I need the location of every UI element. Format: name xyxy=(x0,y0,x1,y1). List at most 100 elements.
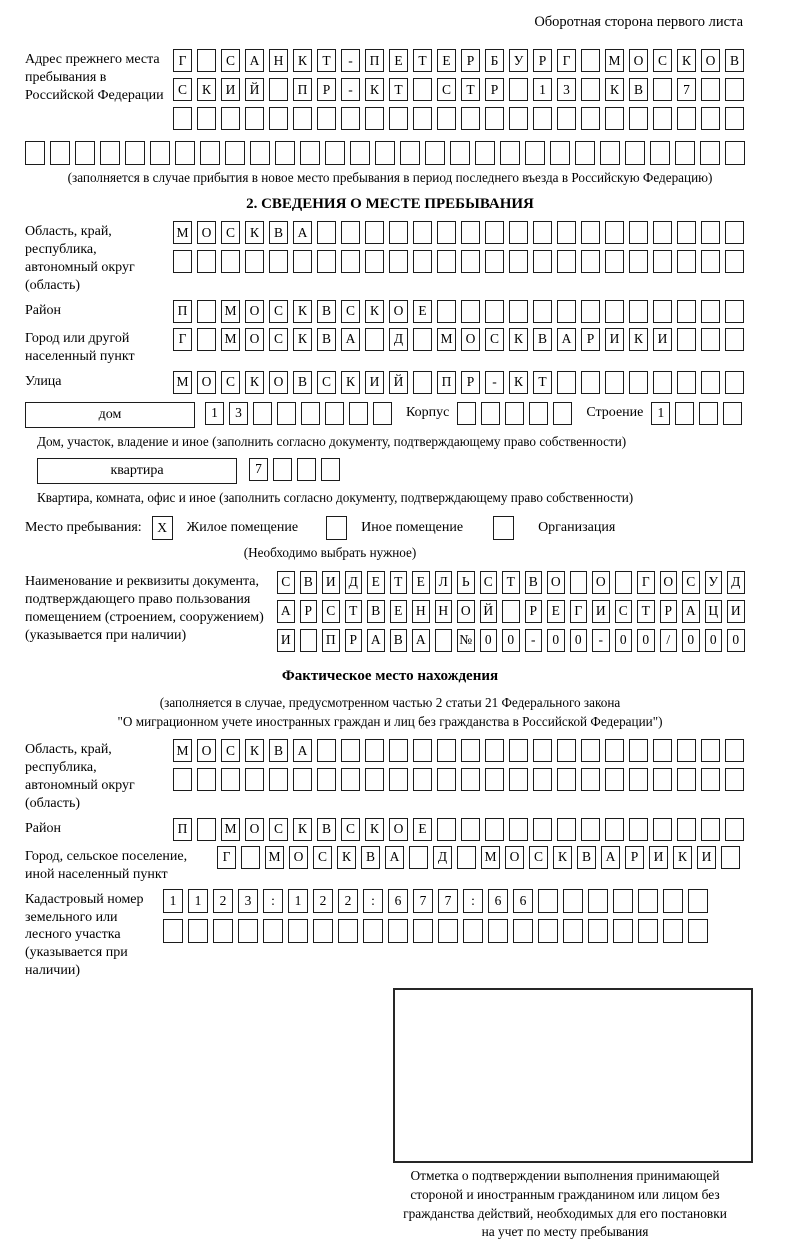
char-cell: Д xyxy=(433,845,452,869)
char-cell xyxy=(317,768,336,792)
char-cell xyxy=(605,107,624,130)
char-cell xyxy=(600,141,620,165)
char-cell: С xyxy=(341,817,360,841)
char-cell: О xyxy=(289,845,308,869)
char-cell: 2 xyxy=(313,888,333,913)
char-cell xyxy=(437,817,456,841)
char-cell: А xyxy=(293,221,312,245)
char-cell xyxy=(373,401,392,425)
fact-region-row-2 xyxy=(173,768,744,792)
char-cell xyxy=(533,250,552,274)
char-cell xyxy=(461,768,480,792)
char-cell: В xyxy=(317,299,336,323)
char-cell: В xyxy=(533,327,552,351)
char-cell: М xyxy=(265,845,284,869)
char-cell xyxy=(457,401,477,425)
char-cell xyxy=(653,250,672,274)
char-cell: С xyxy=(221,49,240,72)
char-cell xyxy=(557,817,576,841)
document-block: Наименование и реквизиты документа, подт… xyxy=(25,570,755,658)
char-cell: С xyxy=(341,299,360,323)
fact-city-label: Город, сельское поселение, иной населенн… xyxy=(25,848,188,882)
char-cell xyxy=(701,817,720,841)
char-cell xyxy=(238,918,258,943)
char-cell xyxy=(629,370,648,394)
char-cell: 3 xyxy=(229,401,248,425)
fact-district-label: Район xyxy=(25,820,61,836)
char-cell: П xyxy=(322,628,340,652)
char-cell: С xyxy=(269,817,288,841)
char-cell: 0 xyxy=(547,628,565,652)
char-cell: 0 xyxy=(727,628,745,652)
char-cell: 7 xyxy=(677,78,696,101)
char-cell xyxy=(409,845,428,869)
char-cell xyxy=(675,401,695,425)
char-cell xyxy=(365,221,384,245)
caption-line: гражданства действий, необходимых для ег… xyxy=(403,1205,727,1221)
char-cell: В xyxy=(629,78,648,101)
char-cell xyxy=(533,221,552,245)
region-label: Область, край, республика, автономный ок… xyxy=(25,224,135,293)
char-cell: И xyxy=(697,845,716,869)
char-cell: О xyxy=(197,739,216,763)
char-cell: С xyxy=(269,299,288,323)
stay-place-note: (Необходимо выбрать нужное) xyxy=(243,544,417,560)
char-cell xyxy=(461,817,480,841)
char-cell xyxy=(725,327,744,351)
char-cell xyxy=(437,250,456,274)
char-cell: В xyxy=(269,739,288,763)
char-cell: М xyxy=(481,845,500,869)
char-cell: С xyxy=(322,599,340,623)
char-cell xyxy=(389,221,408,245)
prev-address-block: Адрес прежнего места пребывания в Россий… xyxy=(25,49,755,136)
char-cell: Е xyxy=(547,599,565,623)
char-cell xyxy=(253,401,272,425)
char-cell: Е xyxy=(413,817,432,841)
char-cell: 1 xyxy=(288,888,308,913)
char-cell: 7 xyxy=(249,457,268,481)
char-cell xyxy=(723,401,743,425)
stroenie-cells: 1 xyxy=(651,401,743,425)
char-cell: В xyxy=(269,221,288,245)
char-cell: В xyxy=(299,570,317,594)
char-cell xyxy=(700,141,720,165)
char-cell xyxy=(301,401,320,425)
char-cell xyxy=(317,250,336,274)
char-cell xyxy=(163,918,183,943)
char-cell xyxy=(475,141,495,165)
char-cell xyxy=(275,141,295,165)
char-cell xyxy=(197,299,216,323)
char-cell: О xyxy=(592,570,610,594)
char-cell: О xyxy=(245,327,264,351)
char-cell xyxy=(563,888,583,913)
char-cell xyxy=(317,221,336,245)
char-cell xyxy=(653,78,672,101)
char-cell xyxy=(413,78,432,101)
char-cell xyxy=(581,299,600,323)
char-cell: С xyxy=(221,221,240,245)
char-cell xyxy=(629,817,648,841)
header-note: Оборотная сторона первого листа xyxy=(534,14,743,30)
char-cell: Т xyxy=(533,370,552,394)
char-cell xyxy=(365,739,384,763)
char-cell: О xyxy=(659,570,677,594)
char-cell: Р xyxy=(299,599,317,623)
char-cell xyxy=(245,250,264,274)
char-cell xyxy=(365,107,384,130)
char-cell: О xyxy=(389,817,408,841)
char-cell: 2 xyxy=(338,888,358,913)
char-cell: К xyxy=(629,327,648,351)
char-cell xyxy=(529,401,549,425)
char-cell: Г xyxy=(217,845,236,869)
char-cell: О xyxy=(701,49,720,72)
char-cell xyxy=(437,107,456,130)
stamp-area: Отметка о подтверждении выполнения прини… xyxy=(377,988,753,1242)
char-cell xyxy=(509,768,528,792)
char-cell: К xyxy=(293,327,312,351)
char-cell xyxy=(581,768,600,792)
